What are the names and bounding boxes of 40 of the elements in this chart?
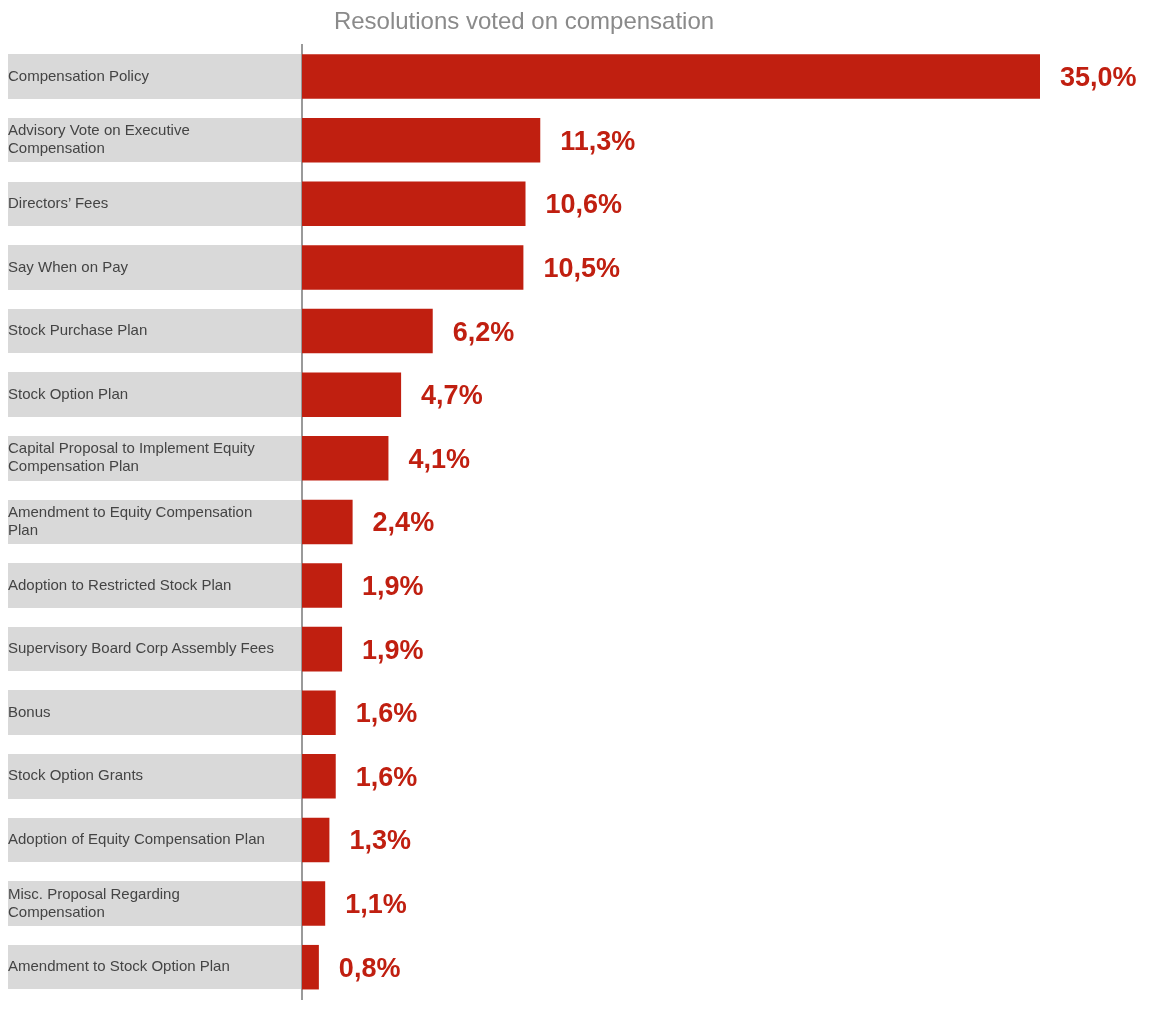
data-label: 1,9% [362, 570, 424, 601]
y-tick-label: Adoption to Restricted Stock Plan [8, 575, 232, 593]
bar [302, 944, 319, 990]
data-label: 1,1% [345, 889, 407, 920]
data-label: 1,6% [355, 698, 418, 729]
bar [302, 626, 343, 672]
y-tick-label: Bonus [8, 702, 51, 720]
chart-title: Resolutions voted on compensation [333, 7, 715, 35]
y-tick-label: Supervisory Board Corp Assembly Fees [8, 639, 274, 657]
y-tick-label: Misc. Proposal Regarding Compensation [8, 884, 180, 920]
data-label: 1,6% [355, 761, 418, 792]
bar [302, 436, 389, 481]
y-tick-label: Directors’ Fees [8, 193, 109, 211]
bar [302, 690, 336, 736]
y-tick-label: Amendment to Equity Compensation Plan [8, 503, 253, 539]
y-tick-label: Capital Proposal to Implement Equity Compensation Plan [8, 439, 256, 475]
data-label: 10,6% [545, 189, 623, 220]
y-tick-label: Compensation Policy [8, 66, 150, 84]
data-label: 11,3% [560, 125, 636, 156]
data-label: 4,7% [421, 380, 483, 411]
y-tick-label: Stock Option Grants [8, 766, 144, 784]
data-label: 4,1% [408, 443, 470, 474]
bar [302, 817, 330, 863]
bar [302, 563, 343, 608]
data-label: 6,2% [452, 316, 515, 347]
y-tick-label: Say When on Pay [8, 257, 129, 275]
data-label: 35,0% [1060, 62, 1137, 93]
y-tick-label: Adoption of Equity Compensation Plan [8, 830, 265, 848]
data-label: 1,9% [362, 634, 424, 665]
data-label: 2,4% [372, 507, 435, 538]
bar [302, 754, 336, 799]
y-tick-label: Stock Purchase Plan [8, 321, 148, 339]
y-tick-label: Amendment to Stock Option Plan [8, 957, 230, 975]
bar [302, 499, 353, 545]
y-tick-label: Stock Option Plan [8, 384, 129, 402]
data-label: 0,8% [338, 952, 401, 983]
data-label: 10,5% [543, 252, 620, 283]
data-label: 1,3% [349, 825, 411, 856]
y-tick-label: Advisory Vote on Executive Compensation [8, 121, 190, 157]
bar [302, 881, 326, 926]
